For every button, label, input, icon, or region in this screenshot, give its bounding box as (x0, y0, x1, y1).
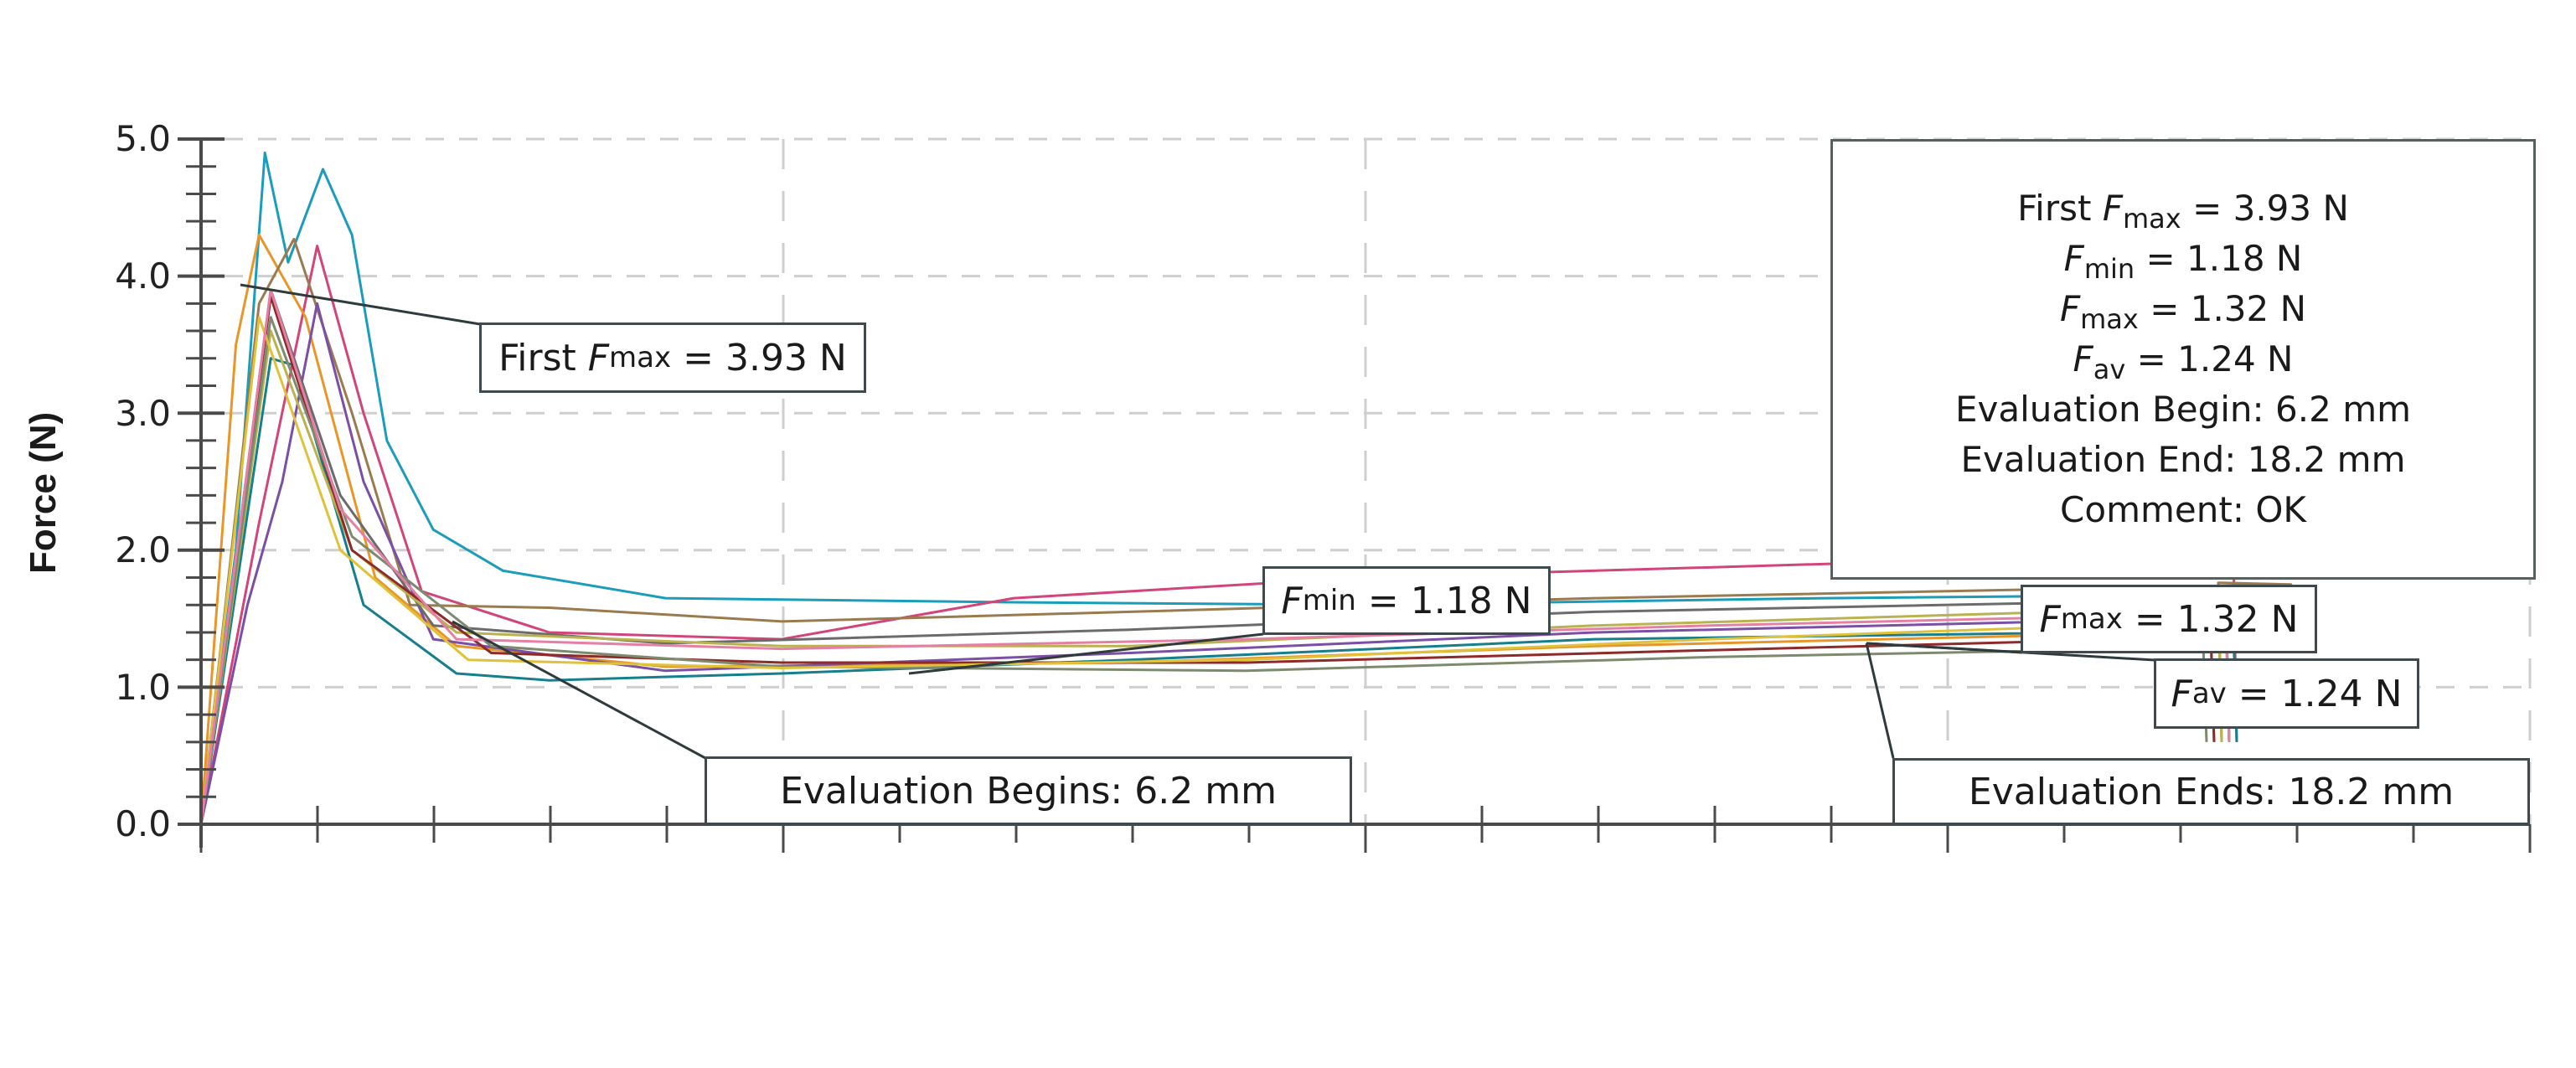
force-symbol: F (587, 336, 610, 379)
y-tick-label: 5.0 (115, 118, 171, 159)
result-value: = 1.32 N (2138, 288, 2307, 329)
force-symbol: F (2059, 288, 2081, 329)
y-tick-label: 2.0 (115, 529, 171, 570)
leader-fav (1866, 642, 2155, 662)
result-comment: Comment: OK (2060, 489, 2306, 530)
result-eval-end: Evaluation End: 18.2 mm (1960, 439, 2406, 480)
leader-lines (240, 283, 2155, 760)
y-tick-label: 3.0 (115, 393, 171, 434)
callout-text: Evaluation Begins: 6.2 mm (780, 769, 1277, 813)
force-symbol: F (2102, 188, 2123, 229)
callout-eval-begins: Evaluation Begins: 6.2 mm (705, 756, 1352, 825)
result-value: = 3.93 N (2181, 188, 2349, 229)
result-first-fmax: First Fmax = 3.93 N (2017, 183, 2349, 234)
y-tick-label: 1.0 (115, 667, 171, 708)
result-fav: Fav = 1.24 N (2073, 334, 2294, 384)
callout-prefix: First (498, 336, 588, 379)
callout-value: = 1.24 N (2226, 672, 2403, 715)
callout-eval-ends: Evaluation Ends: 18.2 mm (1892, 758, 2530, 825)
force-subscript: max (2080, 303, 2139, 335)
force-subscript: min (2083, 253, 2135, 285)
result-eval-begin: Evaluation Begin: 6.2 mm (1954, 389, 2412, 430)
data-curve (199, 237, 2293, 825)
leader-first-fmax (240, 283, 481, 326)
leader-eval-ends (1865, 642, 1895, 759)
force-subscript: av (2093, 353, 2126, 385)
callout-text: Evaluation Ends: 18.2 mm (1968, 770, 2455, 813)
y-tick-label: 0.0 (115, 803, 171, 844)
callout-value: = 1.18 N (1355, 579, 1532, 622)
leader-fmin (908, 632, 1264, 675)
results-summary-box: First Fmax = 3.93 N Fmin = 1.18 N Fmax =… (1830, 139, 2536, 580)
force-symbol: F (2171, 672, 2192, 715)
force-subscript: max (2123, 203, 2181, 235)
result-fmin: Fmin = 1.18 N (2064, 234, 2303, 284)
y-axis-label: Force (N) (23, 411, 64, 574)
callout-value: = 3.93 N (671, 336, 847, 379)
result-value: = 1.24 N (2125, 338, 2294, 379)
callout-value: = 1.32 N (2122, 597, 2299, 641)
force-symbol: F (2073, 338, 2093, 379)
result-value: = 1.18 N (2135, 238, 2303, 279)
y-tick-label: 4.0 (115, 255, 171, 297)
force-symbol: F (2063, 238, 2084, 279)
result-fmax: Fmax = 1.32 N (2060, 284, 2306, 334)
result-prefix: First (2017, 188, 2103, 229)
force-symbol: F (1281, 579, 1303, 622)
leader-eval-begins (452, 620, 706, 760)
force-symbol: F (2039, 597, 2061, 641)
